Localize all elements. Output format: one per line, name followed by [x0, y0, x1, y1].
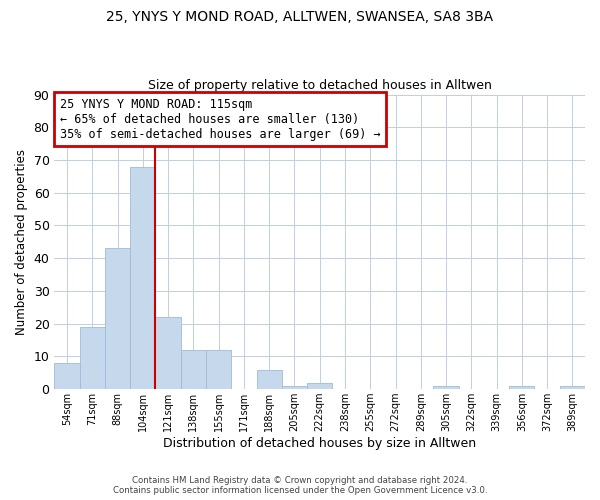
- Bar: [257, 370, 282, 389]
- X-axis label: Distribution of detached houses by size in Alltwen: Distribution of detached houses by size …: [163, 437, 476, 450]
- Text: Contains HM Land Registry data © Crown copyright and database right 2024.
Contai: Contains HM Land Registry data © Crown c…: [113, 476, 487, 495]
- Y-axis label: Number of detached properties: Number of detached properties: [15, 149, 28, 335]
- Text: 25, YNYS Y MOND ROAD, ALLTWEN, SWANSEA, SA8 3BA: 25, YNYS Y MOND ROAD, ALLTWEN, SWANSEA, …: [106, 10, 494, 24]
- Text: 25 YNYS Y MOND ROAD: 115sqm
← 65% of detached houses are smaller (130)
35% of se: 25 YNYS Y MOND ROAD: 115sqm ← 65% of det…: [60, 98, 380, 140]
- Bar: [307, 382, 332, 389]
- Bar: [130, 166, 155, 389]
- Bar: [560, 386, 585, 389]
- Bar: [80, 327, 105, 389]
- Bar: [181, 350, 206, 389]
- Bar: [105, 248, 130, 389]
- Title: Size of property relative to detached houses in Alltwen: Size of property relative to detached ho…: [148, 79, 491, 92]
- Bar: [206, 350, 231, 389]
- Bar: [433, 386, 458, 389]
- Bar: [55, 363, 80, 389]
- Bar: [282, 386, 307, 389]
- Bar: [509, 386, 535, 389]
- Bar: [155, 317, 181, 389]
